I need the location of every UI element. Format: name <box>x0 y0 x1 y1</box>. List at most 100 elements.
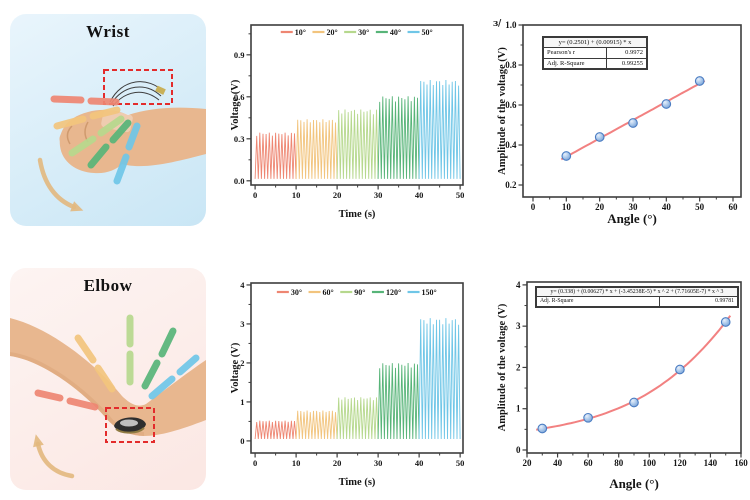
elbow-arm-photo <box>10 318 206 436</box>
data-point <box>628 118 638 128</box>
plot-frame <box>250 24 464 186</box>
elbow-panel-title: Elbow <box>83 276 133 295</box>
data-point <box>583 412 593 423</box>
stat-value: 0.99781 <box>658 296 739 307</box>
data-point <box>675 364 685 375</box>
y-axis-label: Amplitude of the voltage (V) <box>497 303 508 431</box>
data-point <box>720 317 731 327</box>
fit-stats-table: y= (0.338) + (0.00627) * x + (-3.45238E-… <box>536 286 739 307</box>
wrist-amplitude-angle-svg: 0 10 20 30 40 50 60 0.2 0.4 0.6 0.8 1.0 Angle (°) Amp… <box>497 20 742 226</box>
data-point <box>537 423 548 434</box>
angle-indicator-bars <box>34 314 200 411</box>
cropped-edge-fragment: ɜ/ <box>493 19 502 29</box>
angle-bar-10deg <box>87 97 120 106</box>
x-tick-label: 120 <box>673 458 687 468</box>
wrist-voltage-time-chart: 0 10 20 30 40 50 0.0 0.3 0.6 0.9 Time (s) Voltage (… <box>226 14 476 238</box>
legend-label-20deg: 20° <box>326 28 337 37</box>
angle-bar-50deg <box>113 153 130 185</box>
angle-bar-150deg <box>148 375 176 400</box>
x-tick-label: 140 <box>704 458 718 468</box>
angle-bar-30deg <box>34 389 64 402</box>
waveform-30deg <box>254 420 297 440</box>
bent-arm <box>10 318 206 436</box>
angle-bar-40deg <box>87 143 110 169</box>
y-tick-label: 1 <box>516 404 521 414</box>
x-tick-label: 0 <box>531 202 536 212</box>
wrist-photo-panel: Wrist <box>10 14 206 226</box>
angle-bar-120deg <box>141 359 161 390</box>
x-tick-label: 160 <box>734 458 748 468</box>
x-tick-label: 30 <box>374 190 383 200</box>
x-tick-label: 40 <box>553 458 563 468</box>
stat-name: Pearson's r <box>542 47 608 59</box>
sensor-highlight <box>120 419 138 427</box>
waveform-10deg <box>254 132 297 179</box>
plot-frame <box>522 24 742 198</box>
legend-label-40deg: 40° <box>390 28 401 37</box>
fit-curve <box>536 315 732 431</box>
motion-arrow-shaft <box>37 157 77 210</box>
y-tick-label: 1 <box>240 397 244 407</box>
y-tick-label: 0 <box>516 445 521 455</box>
x-tick-label: 0 <box>253 190 257 200</box>
legend-label-30deg: 30° <box>358 28 369 37</box>
angle-bar-30deg <box>68 135 97 157</box>
angle-bar-30deg <box>97 115 125 137</box>
sensor-device <box>114 417 146 434</box>
x-axis-label: Angle (°) <box>607 211 657 226</box>
legend-label-120deg: 120° <box>386 288 401 297</box>
sensor-highlight-box <box>103 69 173 105</box>
y-tick-label: 3 <box>240 319 244 329</box>
fit-stats-table: y= (0.2501) + (0.00915) * x Pearson's r 0.… <box>542 36 647 70</box>
angle-bar-50deg <box>125 122 141 151</box>
waveform-40deg <box>377 96 420 179</box>
angle-indicator-bars <box>50 95 141 185</box>
x-tick-label: 20 <box>595 202 605 212</box>
thumb <box>59 125 89 147</box>
x-tick-label: 30 <box>374 458 383 468</box>
legend-label-10deg: 10° <box>295 28 306 37</box>
waveform-30deg <box>336 109 379 179</box>
fit-stats-inset: y= (0.338) + (0.00627) * x + (-3.45238E-… <box>535 286 739 308</box>
y-axis-label: Voltage (V) <box>230 79 241 130</box>
x-tick-label: 50 <box>456 190 465 200</box>
legend-label-60deg: 60° <box>323 288 334 297</box>
wrist-amplitude-angle-chart: 0 10 20 30 40 50 60 0.2 0.4 0.6 0.8 1.0 Angle (°) Amp… <box>492 10 750 240</box>
stat-name: Adj. R-Square <box>542 57 608 70</box>
data-point <box>661 99 672 109</box>
angle-bar-150deg <box>176 354 200 376</box>
motion-arrow-icon <box>33 434 75 479</box>
y-tick-label: 0.9 <box>234 50 245 60</box>
y-tick-label: 0.4 <box>505 140 517 150</box>
data-point <box>629 397 639 408</box>
wrist-panel-title: Wrist <box>86 22 130 41</box>
y-tick-label: 0.0 <box>234 176 245 186</box>
plot-frame <box>250 282 464 454</box>
elbow-photo-panel: Elbow <box>10 268 206 490</box>
motion-arrow-head <box>33 434 44 448</box>
y-tick-label: 4 <box>516 280 521 290</box>
y-tick-label: 3 <box>516 321 521 331</box>
y-tick-label: 1.0 <box>505 20 517 30</box>
x-tick-label: 30 <box>629 202 639 212</box>
y-tick-label: 0.6 <box>505 100 517 110</box>
angle-bar-120deg <box>158 327 177 358</box>
angle-bar-10deg <box>50 95 85 104</box>
fit-equation: y= (0.338) + (0.00627) * x + (-3.45238E-… <box>536 286 738 298</box>
y-axis-label: Amplitude of the voltage (V) <box>497 47 508 175</box>
x-tick-label: 40 <box>415 458 424 468</box>
fit-equation: y= (0.2501) + (0.00915) * x <box>543 36 647 49</box>
x-tick-label: 80 <box>614 458 624 468</box>
knuckle-line <box>66 125 73 145</box>
fit-stats-inset: y= (0.2501) + (0.00915) * x Pearson's r 0.… <box>542 36 648 71</box>
angle-bar-40deg <box>109 119 132 144</box>
y-tick-label: 2 <box>240 358 244 368</box>
data-point <box>594 132 605 142</box>
stat-name: Adj. R-Square <box>536 296 660 307</box>
x-axis-label: Time (s) <box>339 209 376 220</box>
wrist-illustration <box>37 69 206 212</box>
waveform-120deg <box>377 362 420 440</box>
elbow-amplitude-angle-chart: 20 40 60 80 100 120 140 160 0 1 2 3 4 Angle (°) Amplit… <box>492 266 750 500</box>
motion-arrow-head <box>70 201 84 212</box>
